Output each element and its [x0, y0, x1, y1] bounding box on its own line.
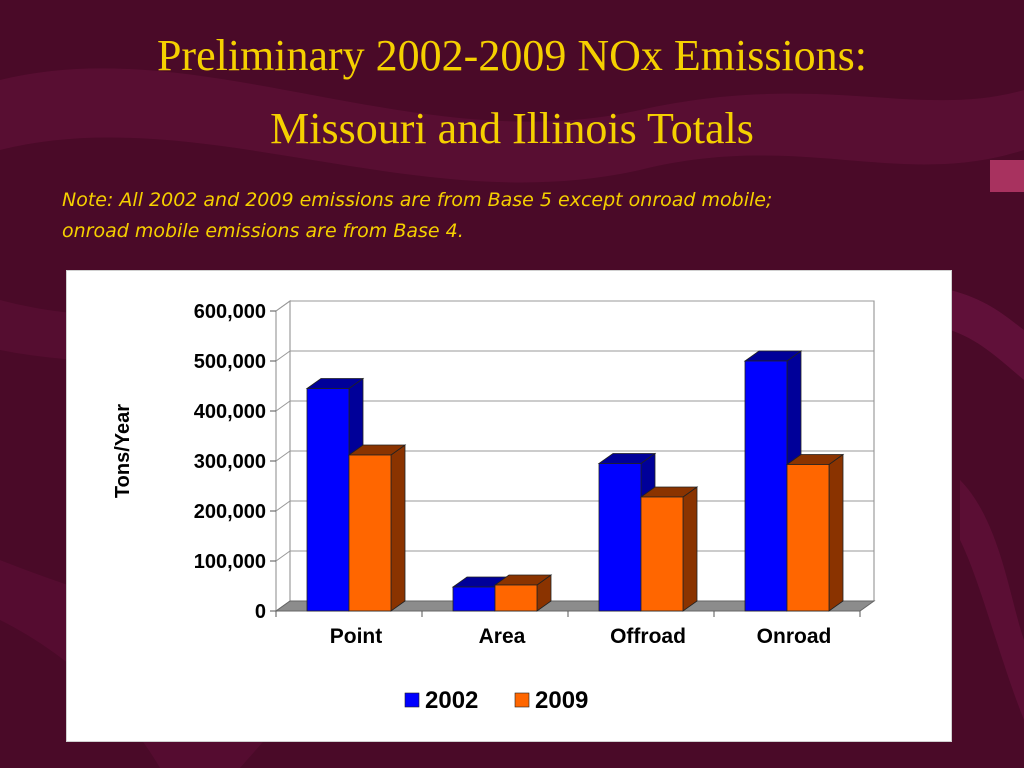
x-category-label: Onroad — [757, 625, 832, 648]
gridline — [275, 300, 874, 312]
bar-onroad-2009 — [785, 453, 845, 612]
y-tick-label: 200,000 — [194, 501, 266, 523]
legend-label: 2002 — [425, 687, 478, 714]
bar-side — [682, 486, 698, 612]
bar-offroad-2009 — [639, 486, 699, 612]
y-axis-ticks: 0 100,000 200,000 300,000 400,000 500,000 600,… — [194, 301, 276, 623]
y-tick-label: 100,000 — [194, 551, 266, 573]
legend: 2002 2009 — [404, 687, 588, 714]
bar-front — [598, 463, 642, 612]
bar-front — [640, 496, 684, 612]
y-tick-label: 300,000 — [194, 451, 266, 473]
legend-item-2002: 2002 — [404, 687, 478, 714]
bar-front — [348, 454, 392, 612]
x-category-label: Offroad — [610, 625, 686, 648]
gridline — [275, 450, 874, 462]
bar-front — [452, 586, 496, 612]
y-tick-label: 400,000 — [194, 401, 266, 423]
bar-chart: 0 100,000 200,000 300,000 400,000 500,000 600,… — [112, 300, 876, 714]
x-axis-categories: Point Area Offroad Onroad — [275, 611, 861, 648]
legend-label: 2009 — [535, 687, 588, 714]
chart-panel: 0 100,000 200,000 300,000 400,000 500,000 600,… — [66, 270, 952, 742]
bar-front — [744, 360, 788, 612]
bar-side — [828, 453, 844, 612]
legend-item-2009: 2009 — [514, 687, 588, 714]
bar-front — [306, 388, 350, 612]
x-category-label: Area — [479, 625, 526, 648]
bar-front — [494, 584, 538, 612]
bar-point-2009 — [347, 444, 407, 612]
slide-title-line-1: Preliminary 2002-2009 NOx Emissions: — [156, 31, 868, 80]
note-line-1: Note: All 2002 and 2009 emissions are fr… — [62, 189, 773, 211]
bar-front — [786, 464, 830, 612]
bar-area-2009 — [493, 574, 553, 612]
corner-accent — [990, 160, 1024, 192]
bars — [305, 350, 845, 612]
slide-title-line-2: Missouri and Illinois Totals — [270, 104, 754, 153]
note-line-2: onroad mobile emissions are from Base 4. — [62, 220, 464, 242]
y-tick-label: 600,000 — [194, 301, 266, 323]
y-tick-label: 500,000 — [194, 351, 266, 373]
gridline — [275, 350, 874, 362]
legend-swatch — [404, 692, 420, 708]
legend-swatch — [514, 692, 530, 708]
y-axis-label: Tons/Year — [112, 404, 134, 498]
y-tick-label: 0 — [255, 601, 266, 623]
bar-point-2002 — [305, 377, 365, 612]
bar-side — [390, 444, 406, 612]
gridline — [275, 400, 874, 412]
x-category-label: Point — [330, 625, 383, 648]
